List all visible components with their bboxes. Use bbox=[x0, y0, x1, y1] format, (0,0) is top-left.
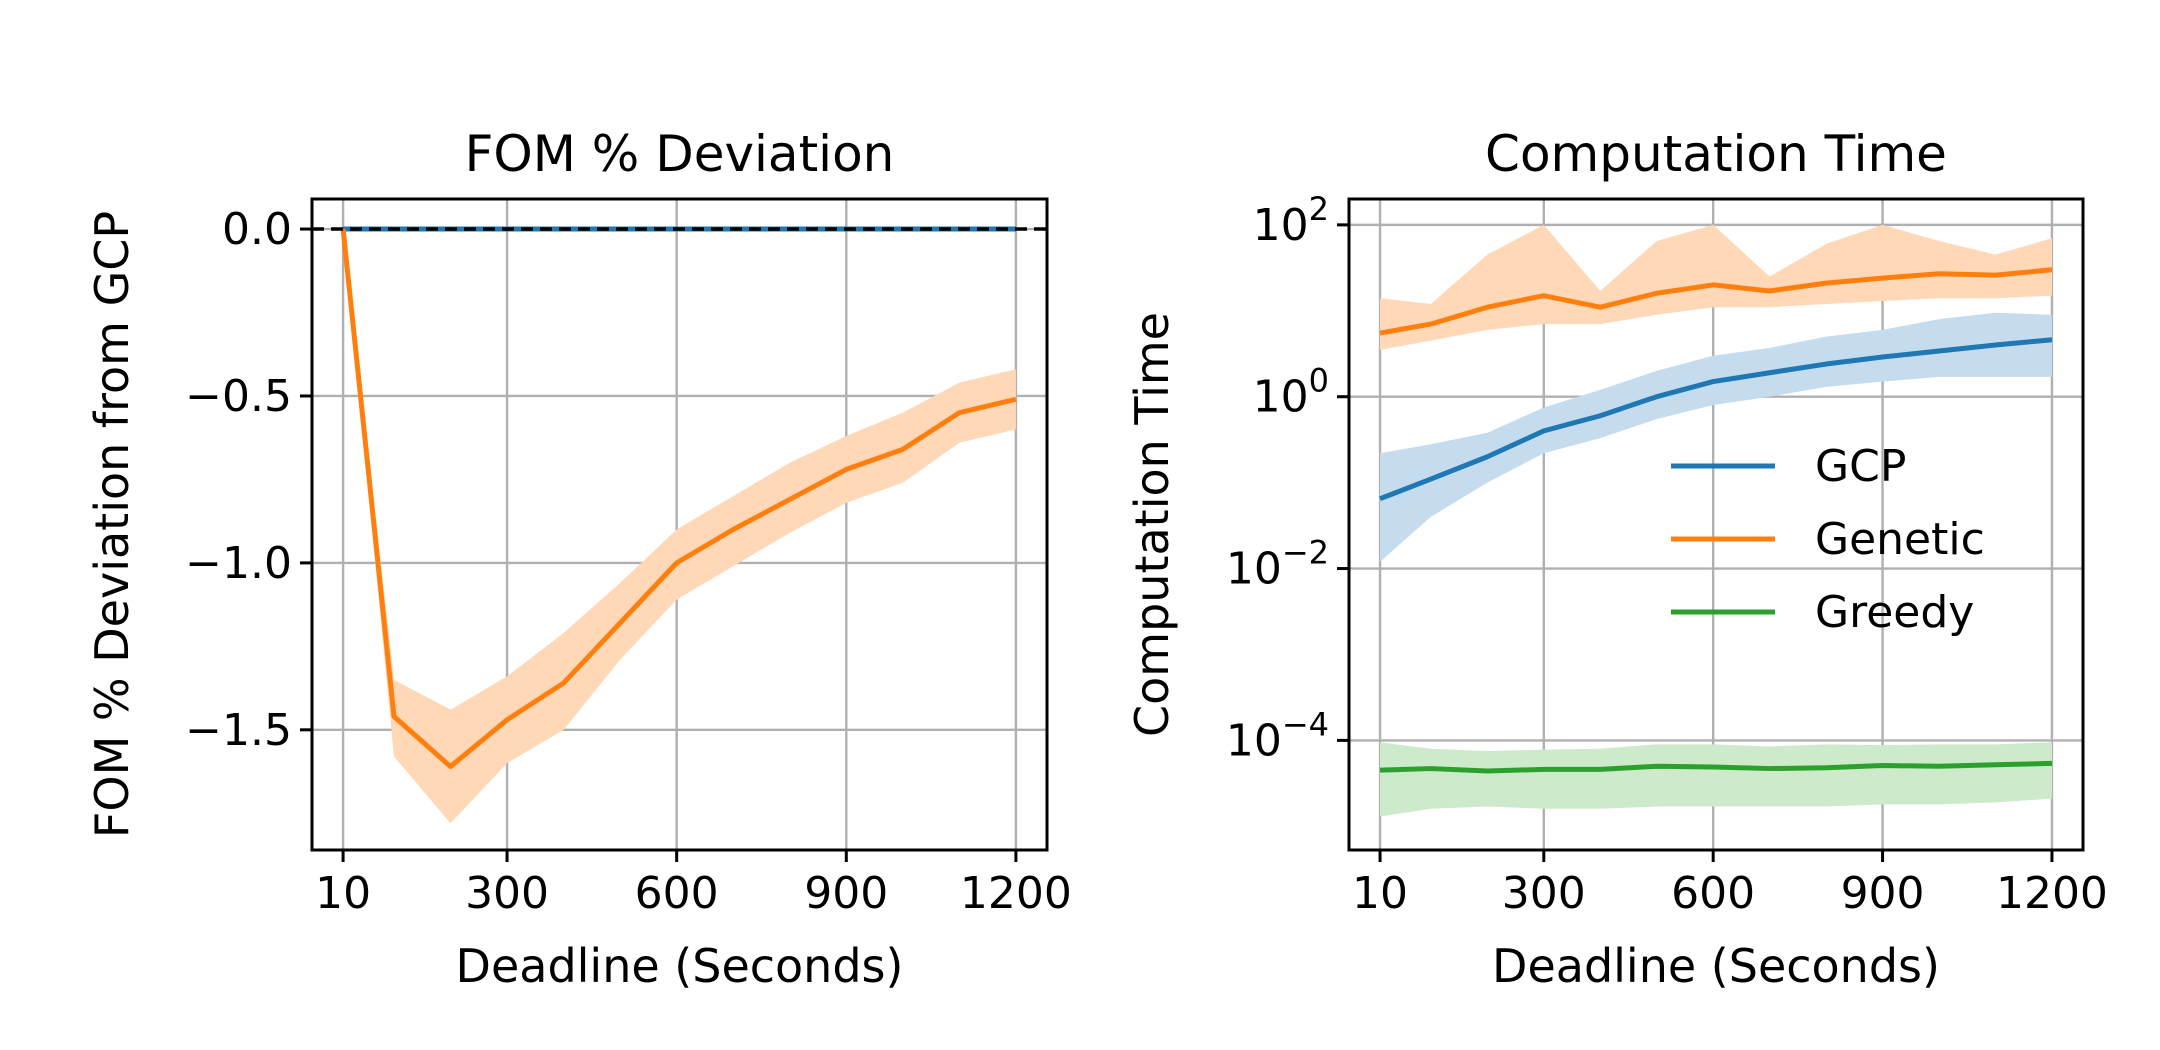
x-tick-label: 10 bbox=[1352, 868, 1408, 919]
y-tick-label: 10−4 bbox=[1226, 705, 1329, 766]
y-tick-label: −0.5 bbox=[185, 371, 292, 422]
x-axis-label: Deadline (Seconds) bbox=[1492, 939, 1940, 993]
x-tick-label: 900 bbox=[1841, 868, 1925, 919]
axes-frame bbox=[1347, 197, 2085, 852]
legend-label-greedy: Greedy bbox=[1815, 587, 1974, 638]
series-2-band bbox=[1380, 742, 2052, 817]
series-0-line bbox=[1379, 337, 2053, 502]
y-axis-label: Computation Time bbox=[1125, 312, 1179, 737]
y-tick-label: −1.5 bbox=[185, 705, 292, 756]
x-tick-label: 1200 bbox=[960, 868, 1072, 919]
y-tick-label: 10−2 bbox=[1226, 534, 1329, 595]
computation-time-chart: 10 300 600 900 1200 102 100 10−2 10−4 Computation… bbox=[1125, 125, 2108, 993]
series-0-band bbox=[1380, 312, 2052, 562]
x-tick-label: 300 bbox=[1502, 868, 1586, 919]
legend-label-gcp: GCP bbox=[1815, 441, 1906, 492]
x-tick-label: 300 bbox=[465, 868, 549, 919]
x-axis-label: Deadline (Seconds) bbox=[456, 939, 904, 993]
y-tick-label: −1.0 bbox=[185, 538, 292, 589]
series-1-line bbox=[340, 228, 1017, 770]
fom-deviation-chart: 10 300 600 900 1200 0.0 −0.5 −1.0 −1.5 FOM % Devi… bbox=[85, 125, 1072, 993]
y-tick-label: 0.0 bbox=[222, 204, 292, 255]
legend-label-genetic: Genetic bbox=[1815, 514, 1985, 565]
legend: GCP Genetic Greedy bbox=[1671, 441, 1985, 638]
y-tick-label: 100 bbox=[1253, 362, 1329, 423]
x-tick-label: 900 bbox=[804, 868, 888, 919]
axes-frame bbox=[310, 197, 1049, 852]
series-1-band bbox=[343, 229, 1016, 824]
series-2-line bbox=[1379, 760, 2053, 774]
chart-title: Computation Time bbox=[1485, 125, 1947, 183]
x-tick-label: 1200 bbox=[1996, 868, 2108, 919]
series-1-line bbox=[1379, 267, 2053, 336]
y-tick-label: 102 bbox=[1253, 190, 1329, 251]
x-tick-label: 600 bbox=[1671, 868, 1755, 919]
x-tick-label: 600 bbox=[635, 868, 719, 919]
chart-title: FOM % Deviation bbox=[465, 125, 895, 183]
x-tick-label: 10 bbox=[315, 868, 371, 919]
y-axis-label: FOM % Deviation from GCP bbox=[85, 211, 139, 838]
